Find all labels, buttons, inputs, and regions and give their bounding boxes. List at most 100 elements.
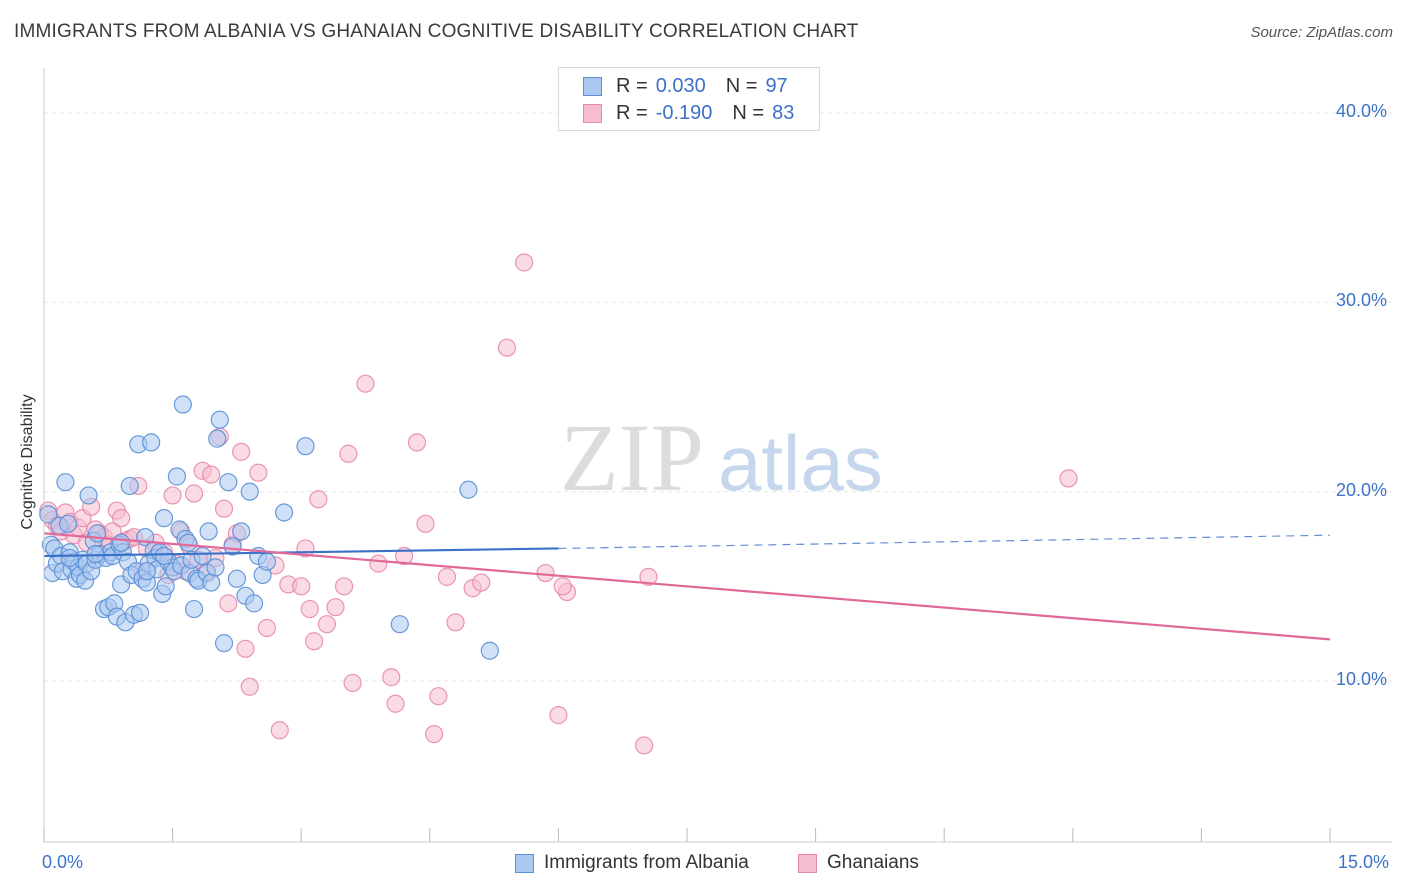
ghana-r-value: -0.190 xyxy=(655,101,713,124)
source-label: Source: ZipAtlas.com xyxy=(1250,24,1393,41)
albania-point xyxy=(296,437,315,456)
watermark-zip: ZIP xyxy=(560,404,704,511)
ghana-point xyxy=(249,463,268,482)
albania-point xyxy=(130,603,150,622)
ghana-n-label: N = xyxy=(732,101,765,124)
albania-n-label: N = xyxy=(725,74,758,97)
ghana-point xyxy=(334,577,354,596)
ghana-point xyxy=(236,639,255,658)
correlation-legend: R = 0.030 N = 97 R = -0.190 N = 83 xyxy=(558,67,820,131)
legend-item-ghana[interactable]: Ghanaians xyxy=(798,852,919,874)
albania-legend-swatch xyxy=(515,853,534,873)
albania-points xyxy=(39,395,499,660)
albania-point xyxy=(154,546,174,566)
ghana-point xyxy=(1059,469,1078,488)
albania-point xyxy=(112,533,131,552)
ghana-point xyxy=(416,514,435,533)
albania-point xyxy=(244,594,264,613)
grid-layer xyxy=(44,112,1392,682)
trend-lines xyxy=(43,532,1331,641)
ghana-point xyxy=(369,554,388,573)
y-tick-label: 40.0% xyxy=(1336,100,1388,121)
ghana-point xyxy=(382,668,401,687)
ghana-point xyxy=(343,673,362,693)
y-tick-label: 30.0% xyxy=(1336,290,1388,311)
ghana-point xyxy=(424,724,444,744)
albania-point xyxy=(154,509,174,528)
ghana-points xyxy=(39,253,1078,755)
ghana-point xyxy=(184,484,204,503)
ghana-point xyxy=(356,374,375,393)
ghana-point xyxy=(437,567,457,586)
albania-point xyxy=(178,533,198,552)
ghana-point xyxy=(240,677,259,696)
albania-point xyxy=(480,641,499,660)
ghana-point xyxy=(309,490,328,509)
albania-point xyxy=(60,548,79,568)
ghana-point xyxy=(386,694,405,713)
ghana-legend-label: Ghanaians xyxy=(827,852,919,873)
albania-point xyxy=(240,482,259,501)
ghana-point xyxy=(472,573,491,592)
y-tick-label: 20.0% xyxy=(1336,479,1388,500)
ghana-trend-line xyxy=(43,532,1331,641)
ghana-point xyxy=(317,615,337,634)
ghana-point xyxy=(112,509,131,528)
ghana-point xyxy=(202,465,221,484)
albania-point xyxy=(120,476,139,496)
albania-point xyxy=(137,562,156,581)
albania-point xyxy=(210,410,229,429)
albania-point xyxy=(206,558,225,577)
albania-point xyxy=(274,503,294,522)
albania-point xyxy=(390,615,409,634)
albania-point xyxy=(79,486,98,505)
legend-row-albania: R = 0.030 N = 97 xyxy=(583,74,788,98)
albania-trend-line xyxy=(43,547,559,558)
chart-title: IMMIGRANTS FROM ALBANIA VS GHANAIAN COGN… xyxy=(14,21,859,42)
ghana-legend-swatch xyxy=(798,853,817,873)
y-tick-label: 10.0% xyxy=(1336,669,1388,690)
ghana-point xyxy=(163,486,182,505)
albania-legend-label: Immigrants from Albania xyxy=(544,852,749,873)
albania-point xyxy=(199,522,218,541)
ghana-r-label: R = xyxy=(616,101,648,124)
ghana-point xyxy=(292,577,311,596)
ghana-point xyxy=(304,632,324,651)
ghana-point xyxy=(257,618,277,638)
albania-point xyxy=(58,514,78,533)
ghana-point xyxy=(339,444,358,463)
legend-row-ghana: R = -0.190 N = 83 xyxy=(583,101,794,125)
albania-point xyxy=(232,522,251,541)
axis-layer xyxy=(43,68,1392,843)
ghana-swatch xyxy=(583,103,602,123)
ghana-point xyxy=(635,736,654,755)
watermark: ZIP atlas xyxy=(560,404,883,511)
albania-point xyxy=(173,395,192,414)
ghana-point xyxy=(300,599,319,619)
albania-trend-extension xyxy=(558,534,1331,550)
ghana-point xyxy=(270,721,289,740)
ghana-point xyxy=(429,687,448,706)
albania-point xyxy=(142,433,161,452)
ghana-point xyxy=(214,499,234,518)
ghana-point xyxy=(446,613,465,632)
albania-point xyxy=(227,569,246,588)
ghana-point xyxy=(553,577,572,596)
ghana-point xyxy=(219,594,238,613)
watermark-atlas: atlas xyxy=(718,419,883,507)
x-tick-label-max: 15.0% xyxy=(1338,852,1390,872)
albania-n-value: 97 xyxy=(765,74,788,97)
albania-point xyxy=(223,537,242,556)
albania-point xyxy=(156,577,175,596)
albania-point xyxy=(257,552,277,571)
series-legend: Immigrants from Albania Ghanaians xyxy=(0,852,1406,878)
albania-point xyxy=(214,634,234,653)
albania-r-label: R = xyxy=(616,74,648,97)
ghana-point xyxy=(549,706,568,725)
albania-point xyxy=(167,467,186,486)
y-axis-label: Cognitive Disability xyxy=(19,394,36,530)
albania-point xyxy=(193,546,212,566)
x-tick-label-min: 0.0% xyxy=(42,852,84,872)
legend-item-albania[interactable]: Immigrants from Albania xyxy=(515,852,749,874)
